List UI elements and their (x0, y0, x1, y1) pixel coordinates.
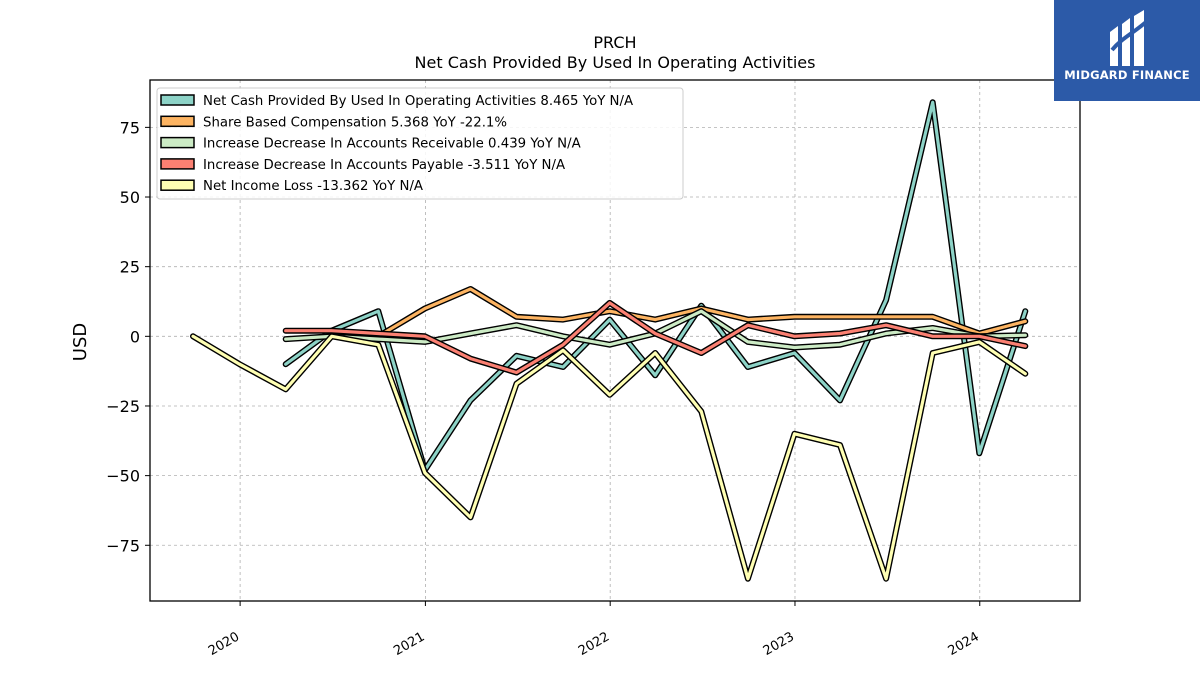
x-axis: 2020 2021 2022 2023 2024 (206, 601, 982, 659)
legend-swatch (160, 115, 195, 128)
y-tick-label: 0 (130, 327, 140, 346)
y-tick-label: −75 (106, 536, 140, 555)
legend-label: Share Based Compensation 5.368 YoY -22.1… (203, 115, 507, 130)
y-axis-label: USD (70, 323, 91, 361)
series-line-0 (284, 100, 1027, 472)
logo-mark-icon (1110, 10, 1148, 66)
legend-label: Net Cash Provided By Used In Operating A… (203, 94, 633, 109)
x-tick-label: 2024 (946, 629, 982, 659)
legend-swatch (160, 179, 195, 191)
y-axis: 75 50 25 0 −25 −50 −75 (106, 118, 150, 555)
x-tick-label: 2021 (391, 629, 427, 659)
y-tick-label: 25 (120, 258, 140, 277)
brand-logo: MIDGARD FINANCE (1054, 0, 1200, 101)
y-tick-label: 75 (120, 118, 140, 137)
y-tick-label: −50 (106, 467, 140, 486)
legend-box (156, 87, 684, 200)
legend-swatch (160, 136, 195, 149)
x-tick-label: 2023 (761, 629, 797, 659)
brand-name: MIDGARD FINANCE (1064, 68, 1190, 82)
x-tick-label: 2020 (206, 629, 242, 659)
legend: Net Cash Provided By Used In Operating A… (156, 87, 684, 200)
chart-subtitle: Net Cash Provided By Used In Operating A… (415, 53, 816, 72)
chart-title: PRCH (593, 33, 636, 52)
legend-label: Increase Decrease In Accounts Receivable… (203, 137, 581, 152)
plot-frame (149, 79, 1081, 602)
legend-label: Net Income Loss -13.362 YoY N/A (203, 179, 423, 194)
series-line-3 (284, 301, 1027, 375)
legend-label: Increase Decrease In Accounts Payable -3… (203, 158, 565, 173)
series-lines (190, 99, 1029, 582)
y-tick-label: −25 (106, 397, 140, 416)
series-line-4 (191, 334, 1027, 581)
legend-swatch (160, 158, 195, 170)
legend-swatch (160, 94, 195, 106)
x-tick-label: 2022 (576, 629, 612, 659)
series-outline-4 (190, 333, 1029, 582)
y-tick-label: 50 (120, 188, 140, 207)
